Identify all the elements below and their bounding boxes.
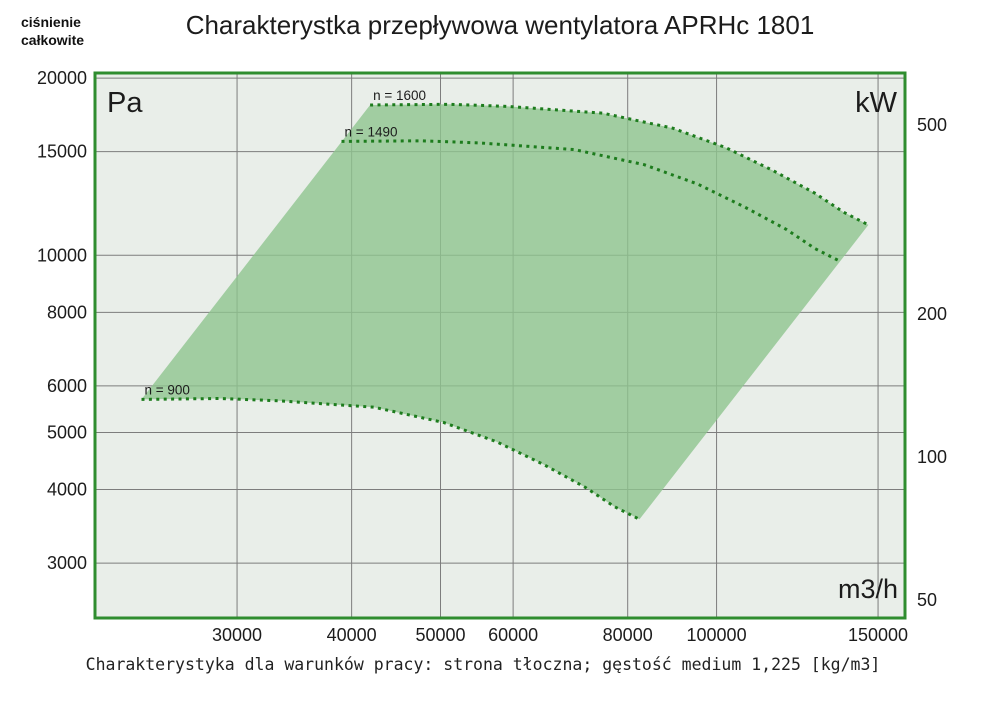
x-tick-label-50000: 50000: [415, 625, 465, 645]
x-tick-label-60000: 60000: [488, 625, 538, 645]
flow-unit-label: m3/h: [838, 574, 898, 604]
y-right-tick-label-50: 50: [917, 590, 937, 610]
y-left-tick-label-5000: 5000: [47, 422, 87, 442]
y-left-tick-label-3000: 3000: [47, 553, 87, 573]
left-axis-title-line2: całkowite: [21, 32, 85, 49]
curve-label-n-900: n = 900: [144, 382, 189, 397]
y-right-tick-label-200: 200: [917, 304, 947, 324]
x-tick-label-80000: 80000: [603, 625, 653, 645]
x-tick-label-30000: 30000: [212, 625, 262, 645]
left-axis-title: ciśnienie całkowite: [21, 13, 84, 50]
y-left-tick-label-10000: 10000: [37, 245, 87, 265]
chart-title: Charakterystka przepływowa wentylatora A…: [185, 10, 815, 40]
y-left-tick-label-4000: 4000: [47, 480, 87, 500]
y-left-tick-label-6000: 6000: [47, 376, 87, 396]
x-tick-label-100000: 100000: [687, 625, 747, 645]
plot-frame: [93, 71, 907, 620]
y-right-tick-label-500: 500: [917, 115, 947, 135]
curve-label-n-1490: n = 1490: [345, 124, 398, 139]
chart-caption: Charakterystyka dla warunków pracy: stro…: [85, 655, 881, 674]
y-left-tick-label-20000: 20000: [37, 68, 87, 88]
operating-region: [141, 104, 869, 520]
kw-unit-label: kW: [855, 87, 898, 119]
pa-unit-label: Pa: [107, 87, 143, 119]
curve-label-n-1600: n = 1600: [373, 88, 426, 103]
y-left-tick-label-15000: 15000: [37, 142, 87, 162]
x-tick-label-150000: 150000: [848, 625, 908, 645]
left-axis-title-line1: ciśnienie: [21, 14, 81, 30]
x-tick-label-40000: 40000: [327, 625, 377, 645]
curve-n-1490: [341, 139, 841, 263]
y-left-tick-label-8000: 8000: [47, 302, 87, 322]
y-right-tick-label-100: 100: [917, 447, 947, 467]
